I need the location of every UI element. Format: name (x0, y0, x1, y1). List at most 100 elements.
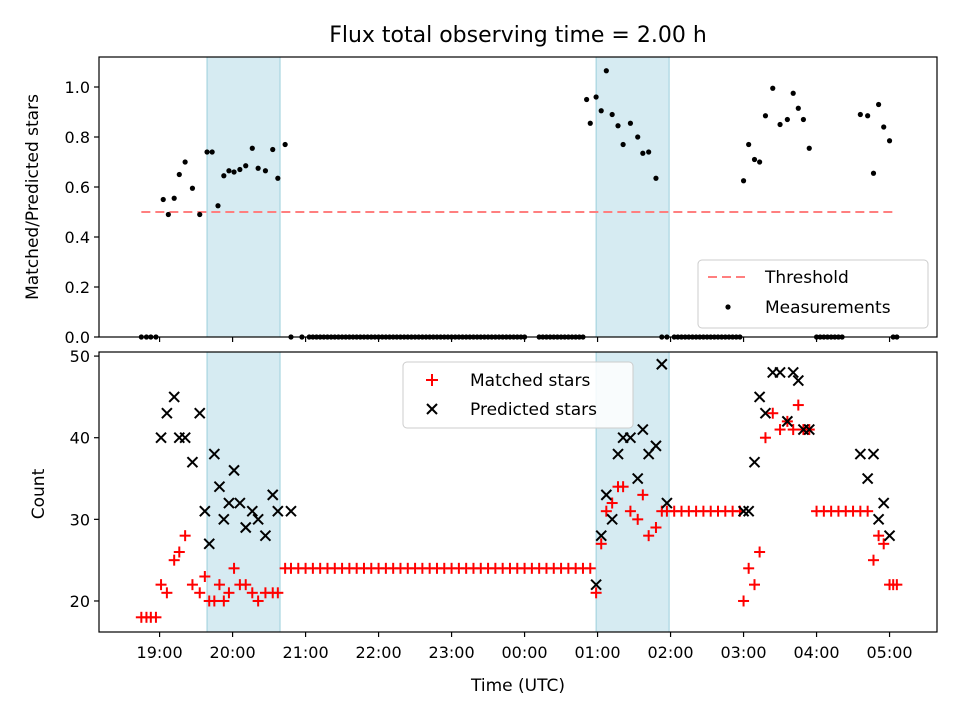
matched-star-point (168, 554, 180, 566)
predicted-star-point (854, 448, 867, 460)
top-legend: Threshold Measurements (697, 259, 929, 329)
matched-star-point (246, 587, 258, 599)
predicted-star-point (872, 513, 885, 526)
top-y-axis-label: Matched/Predicted stars (23, 94, 43, 300)
matched-star-point (862, 505, 874, 517)
top-shade-interval-0 (206, 56, 281, 338)
matched-star-point (759, 432, 771, 444)
x-tick-label: 04:00 (794, 643, 840, 662)
measurement-point (189, 185, 196, 191)
measurement-point (587, 120, 593, 126)
matched-star-point (240, 579, 252, 591)
measurement-point (857, 111, 863, 118)
measurement-point (598, 108, 604, 114)
predicted-star-point (213, 480, 226, 493)
predicted-star-point (161, 407, 173, 419)
matched-star-point (600, 505, 612, 517)
measurement-point (770, 85, 776, 91)
bottom-plot-frame (98, 351, 938, 633)
matched-star-point (173, 546, 185, 558)
top-y-tick-label: 0.4 (65, 228, 90, 247)
x-tick-label: 21:00 (283, 643, 329, 662)
predicted-star-point (792, 374, 805, 387)
bottom-legend: Matched stars Predicted stars (402, 361, 634, 429)
top-legend-box (697, 259, 929, 329)
predicted-star-point (234, 497, 246, 509)
x-tick-label: 01:00 (575, 643, 621, 662)
legend-measurements-swatch (725, 304, 731, 310)
matched-stars-points (135, 399, 903, 623)
matched-star-point (186, 579, 198, 591)
predicted-star-point (179, 432, 191, 444)
predicted-star-point (168, 391, 180, 403)
bottom-panel: 19:00 20:00 21:00 22:00 23:00 00:00 01:00 02:00… (29, 347, 938, 696)
predicted-star-point (774, 366, 786, 379)
measurement-point (237, 166, 243, 173)
measurement-point (757, 159, 763, 165)
predicted-star-point (748, 456, 761, 468)
predicted-star-point (228, 464, 240, 477)
matched-star-point (767, 407, 779, 419)
matched-star-point (228, 562, 240, 574)
predicted-star-point (787, 366, 799, 379)
measurement-point (876, 101, 882, 108)
predicted-star-point (595, 529, 607, 542)
measurement-point (262, 168, 269, 174)
matched-star-point (632, 513, 644, 525)
predicted-star-point (208, 448, 221, 460)
measurement-point (762, 113, 769, 119)
matched-star-point (155, 579, 167, 591)
predicted-star-point (600, 489, 613, 501)
legend-matched-swatch (426, 374, 438, 386)
matched-star-point (606, 497, 618, 509)
predicted-star-point (259, 529, 272, 542)
matched-star-point (743, 562, 755, 574)
matched-star-point (208, 595, 220, 607)
matched-star-point (194, 587, 206, 599)
measurement-point (627, 120, 634, 126)
top-y-tick-label: 0.2 (65, 278, 90, 297)
top-axes: 0.0 0.2 0.4 0.6 0.8 1.0 (65, 78, 891, 347)
measurement-point (204, 149, 210, 155)
top-y-tick-label: 0.0 (65, 328, 90, 347)
measurement-point (182, 159, 188, 165)
matched-star-point (878, 538, 890, 550)
top-y-tick-label: 1.0 (65, 78, 90, 97)
matched-star-point (650, 522, 662, 534)
measurement-point (197, 211, 203, 218)
predicted-star-point (656, 358, 668, 370)
predicted-star-point (155, 432, 167, 444)
matched-star-point (252, 595, 264, 607)
measurement-point (870, 170, 877, 176)
predicted-star-point (606, 513, 618, 526)
measurement-point (865, 113, 871, 119)
predicted-star-point (194, 407, 206, 419)
measurement-point (790, 90, 796, 96)
predicted-star-point (781, 415, 794, 428)
predicted-star-point (737, 505, 750, 517)
measurement-point (593, 94, 599, 100)
matched-star-point (643, 530, 655, 542)
matched-star-point (223, 587, 235, 599)
predicted-star-point (878, 497, 890, 509)
top-y-tick-label: 0.8 (65, 128, 90, 147)
top-shade-interval-1 (595, 56, 670, 338)
matched-star-point (590, 587, 602, 599)
matched-star-point (792, 399, 804, 411)
matched-star-point (218, 595, 230, 607)
matched-star-point (595, 538, 607, 550)
matched-star-point (738, 595, 750, 607)
measurement-point (800, 116, 807, 123)
predicted-star-point (203, 538, 215, 550)
matched-star-point (873, 530, 885, 542)
legend-predicted-swatch (426, 403, 438, 415)
measurement-point (746, 141, 752, 148)
bottom-y-tick-label: 20 (70, 592, 90, 611)
predicted-star-point (861, 472, 874, 485)
x-tick-label: 00:00 (502, 643, 548, 662)
legend-threshold-label: Threshold (764, 268, 849, 288)
predicted-star-point (753, 391, 766, 403)
legend-predicted-label: Predicted stars (470, 400, 597, 420)
matched-star-point (617, 481, 629, 493)
